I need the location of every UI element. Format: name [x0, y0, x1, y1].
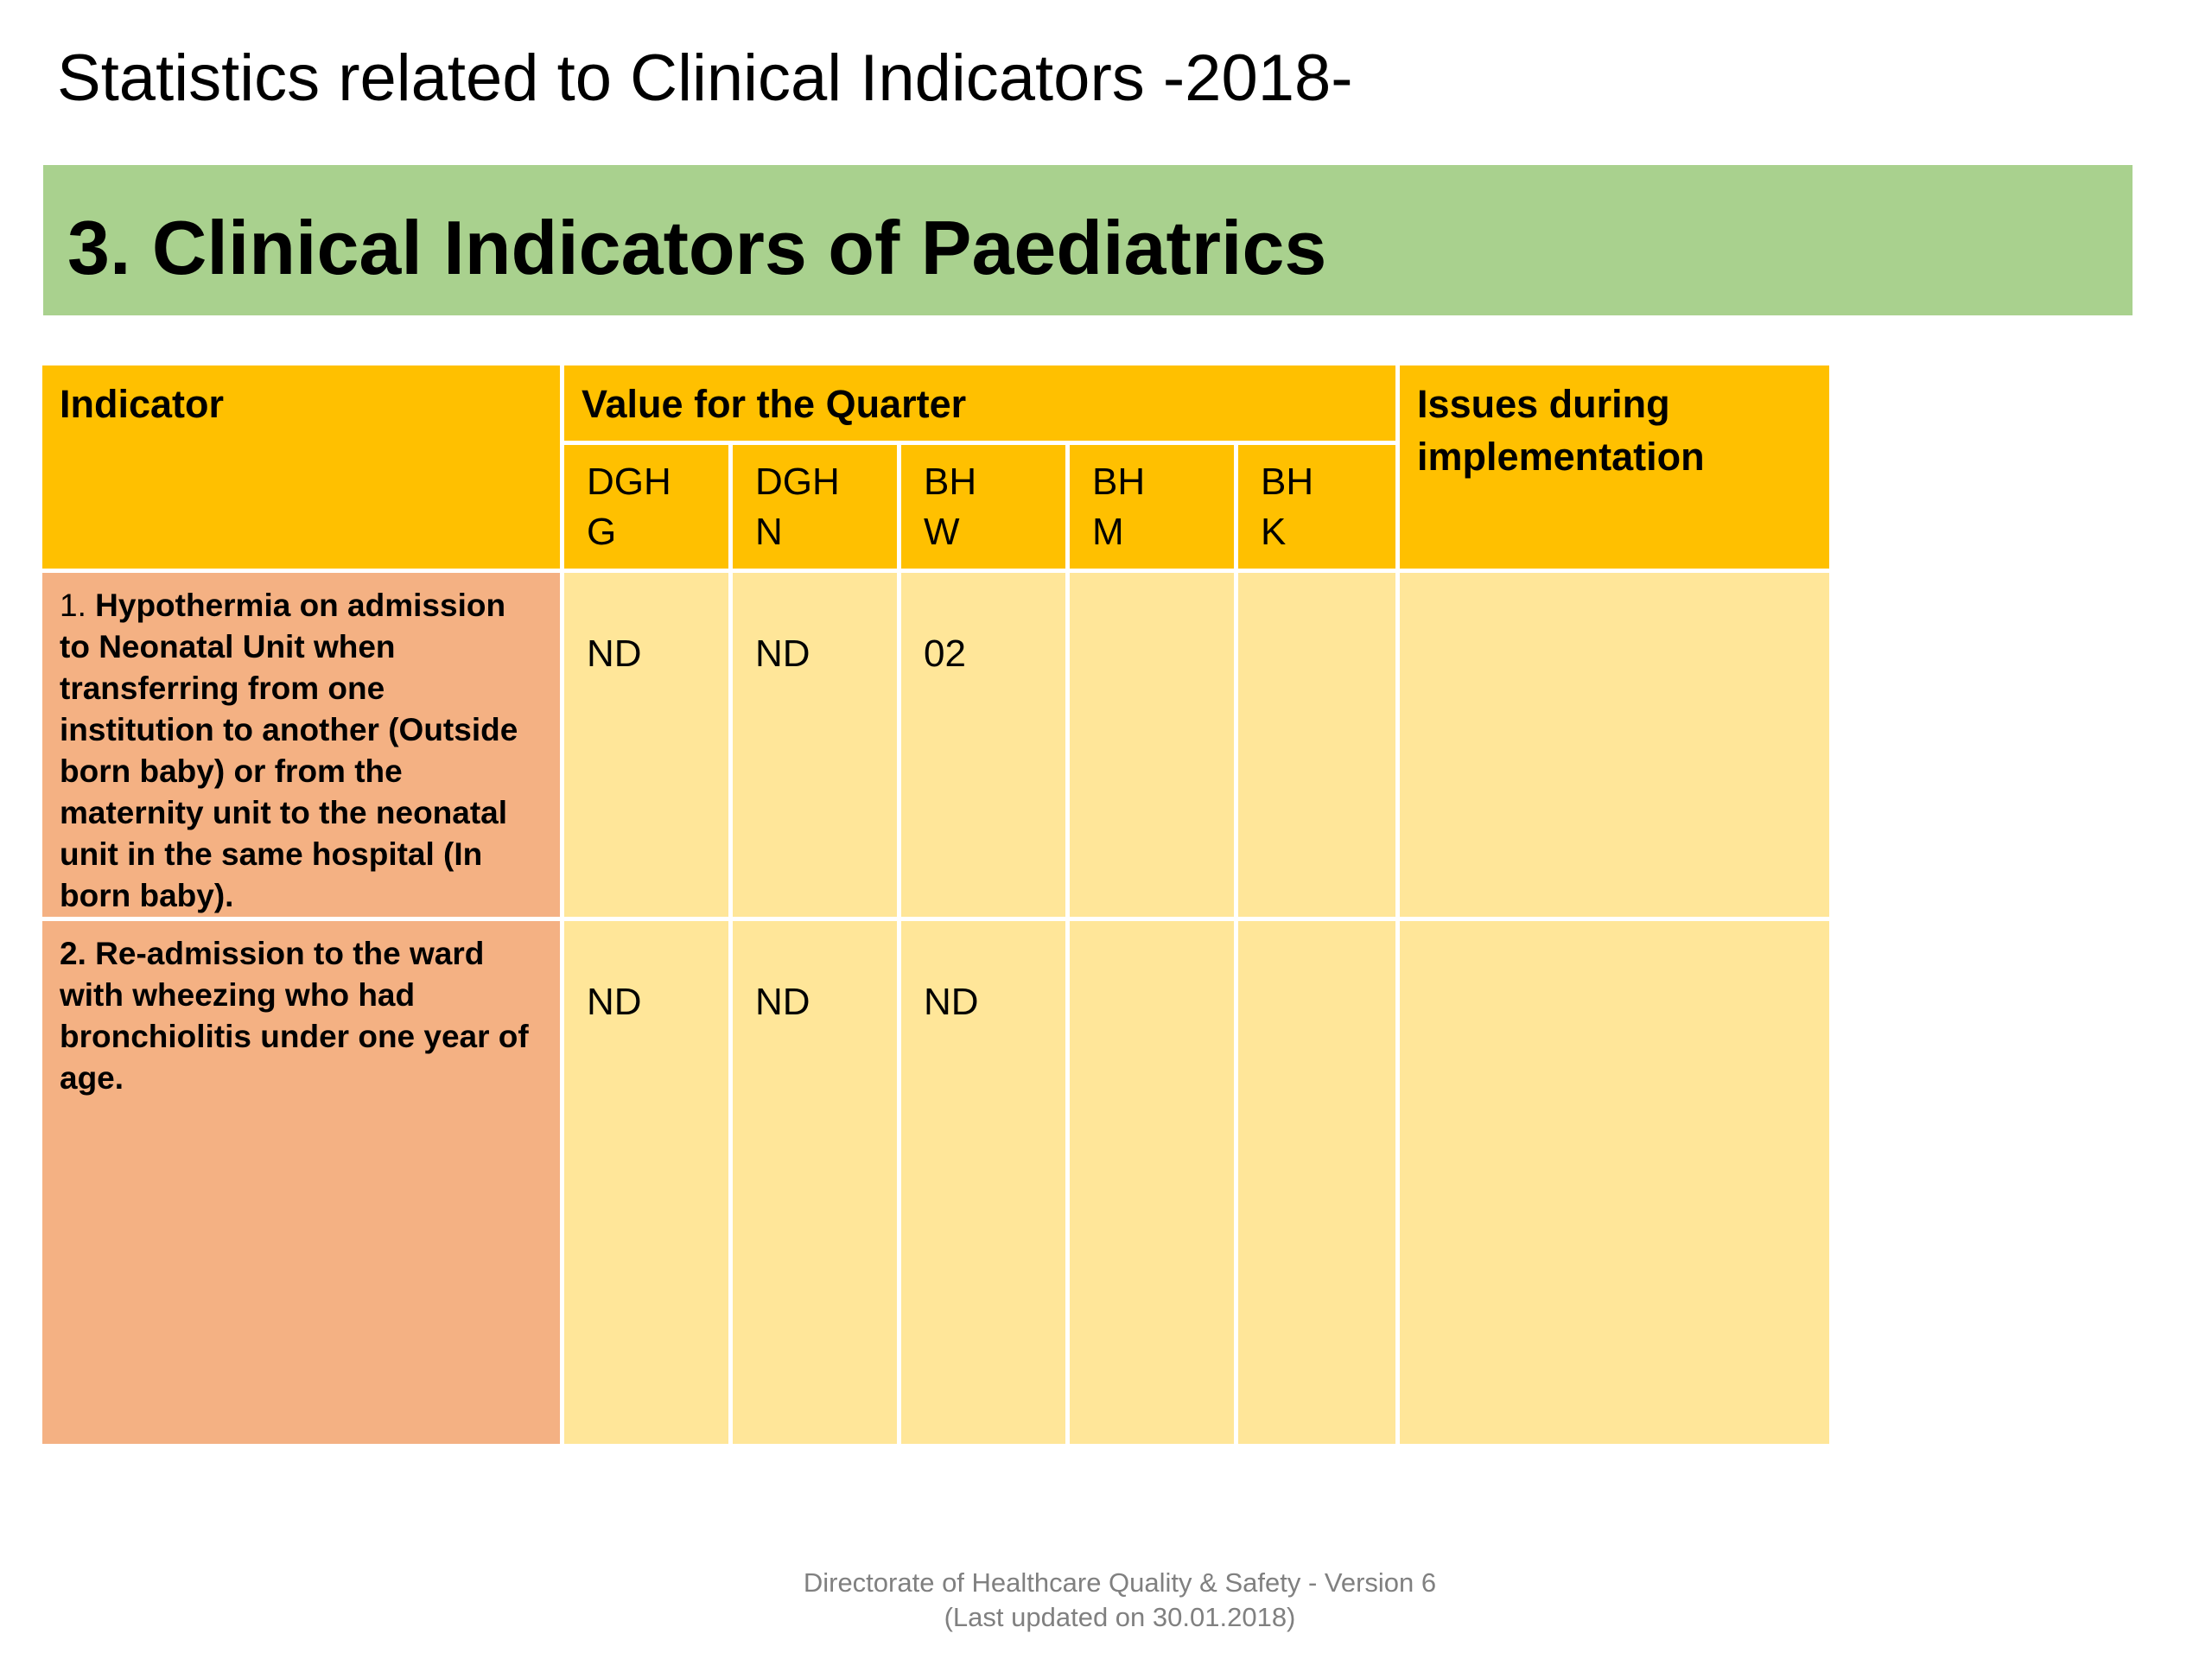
value-cell: [1065, 917, 1238, 1448]
footer-line-1: Directorate of Healthcare Quality & Safe…: [803, 1567, 1437, 1598]
indicator-cell: 2. Re-admission to the ward with wheezin…: [38, 917, 564, 1448]
section-heading: 3. Clinical Indicators of Paediatrics: [67, 205, 1327, 290]
issues-cell: [1395, 569, 1834, 921]
table-row: 2. Re-admission to the ward with wheezin…: [38, 917, 1834, 1448]
sub-header-bhm: BH M: [1065, 441, 1238, 573]
issues-cell: [1395, 917, 1834, 1448]
value-cell: ND: [728, 917, 901, 1448]
value-for-quarter-header: Value for the Quarter: [559, 361, 1401, 445]
sub-header-bhk: BH K: [1233, 441, 1401, 573]
page-title: Statistics related to Clinical Indicator…: [57, 41, 1353, 115]
sub-header-row: DGH G DGH N BH W BH M BH K: [41, 441, 1832, 573]
footer: Directorate of Healthcare Quality & Safe…: [0, 1566, 2212, 1635]
value-cell: [1065, 569, 1238, 921]
value-cell: ND: [728, 569, 901, 921]
indicator-text: Hypothermia on admission to Neonatal Uni…: [60, 588, 518, 913]
footer-line-2: (Last updated on 30.01.2018): [944, 1602, 1296, 1632]
table-row: 1. Hypothermia on admission to Neonatal …: [38, 569, 1834, 921]
sub-header-bhw: BH W: [897, 441, 1070, 573]
value-cell: ND: [560, 917, 733, 1448]
value-cell: [1233, 917, 1401, 1448]
indicator-number: 1.: [60, 588, 86, 623]
sub-header-dghg: DGH G: [560, 441, 733, 573]
value-cell: [1233, 569, 1401, 921]
indicator-header: Indicator: [38, 361, 564, 573]
section-banner: 3. Clinical Indicators of Paediatrics: [43, 165, 2133, 315]
value-cell: ND: [897, 917, 1070, 1448]
issues-header: Issues during implementation: [1395, 361, 1834, 573]
indicator-number: 2.: [60, 936, 86, 971]
indicator-text: Re-admission to the ward with wheezing w…: [60, 936, 529, 1096]
header-row: Indicator Value for the Quarter Issues d…: [38, 361, 1834, 573]
indicators-table: Indicator Value for the Quarter Issues d…: [38, 361, 1834, 1448]
sub-header-dghn: DGH N: [728, 441, 901, 573]
indicator-cell: 1. Hypothermia on admission to Neonatal …: [38, 569, 564, 921]
value-cell: ND: [560, 569, 733, 921]
value-cell: 02: [897, 569, 1070, 921]
